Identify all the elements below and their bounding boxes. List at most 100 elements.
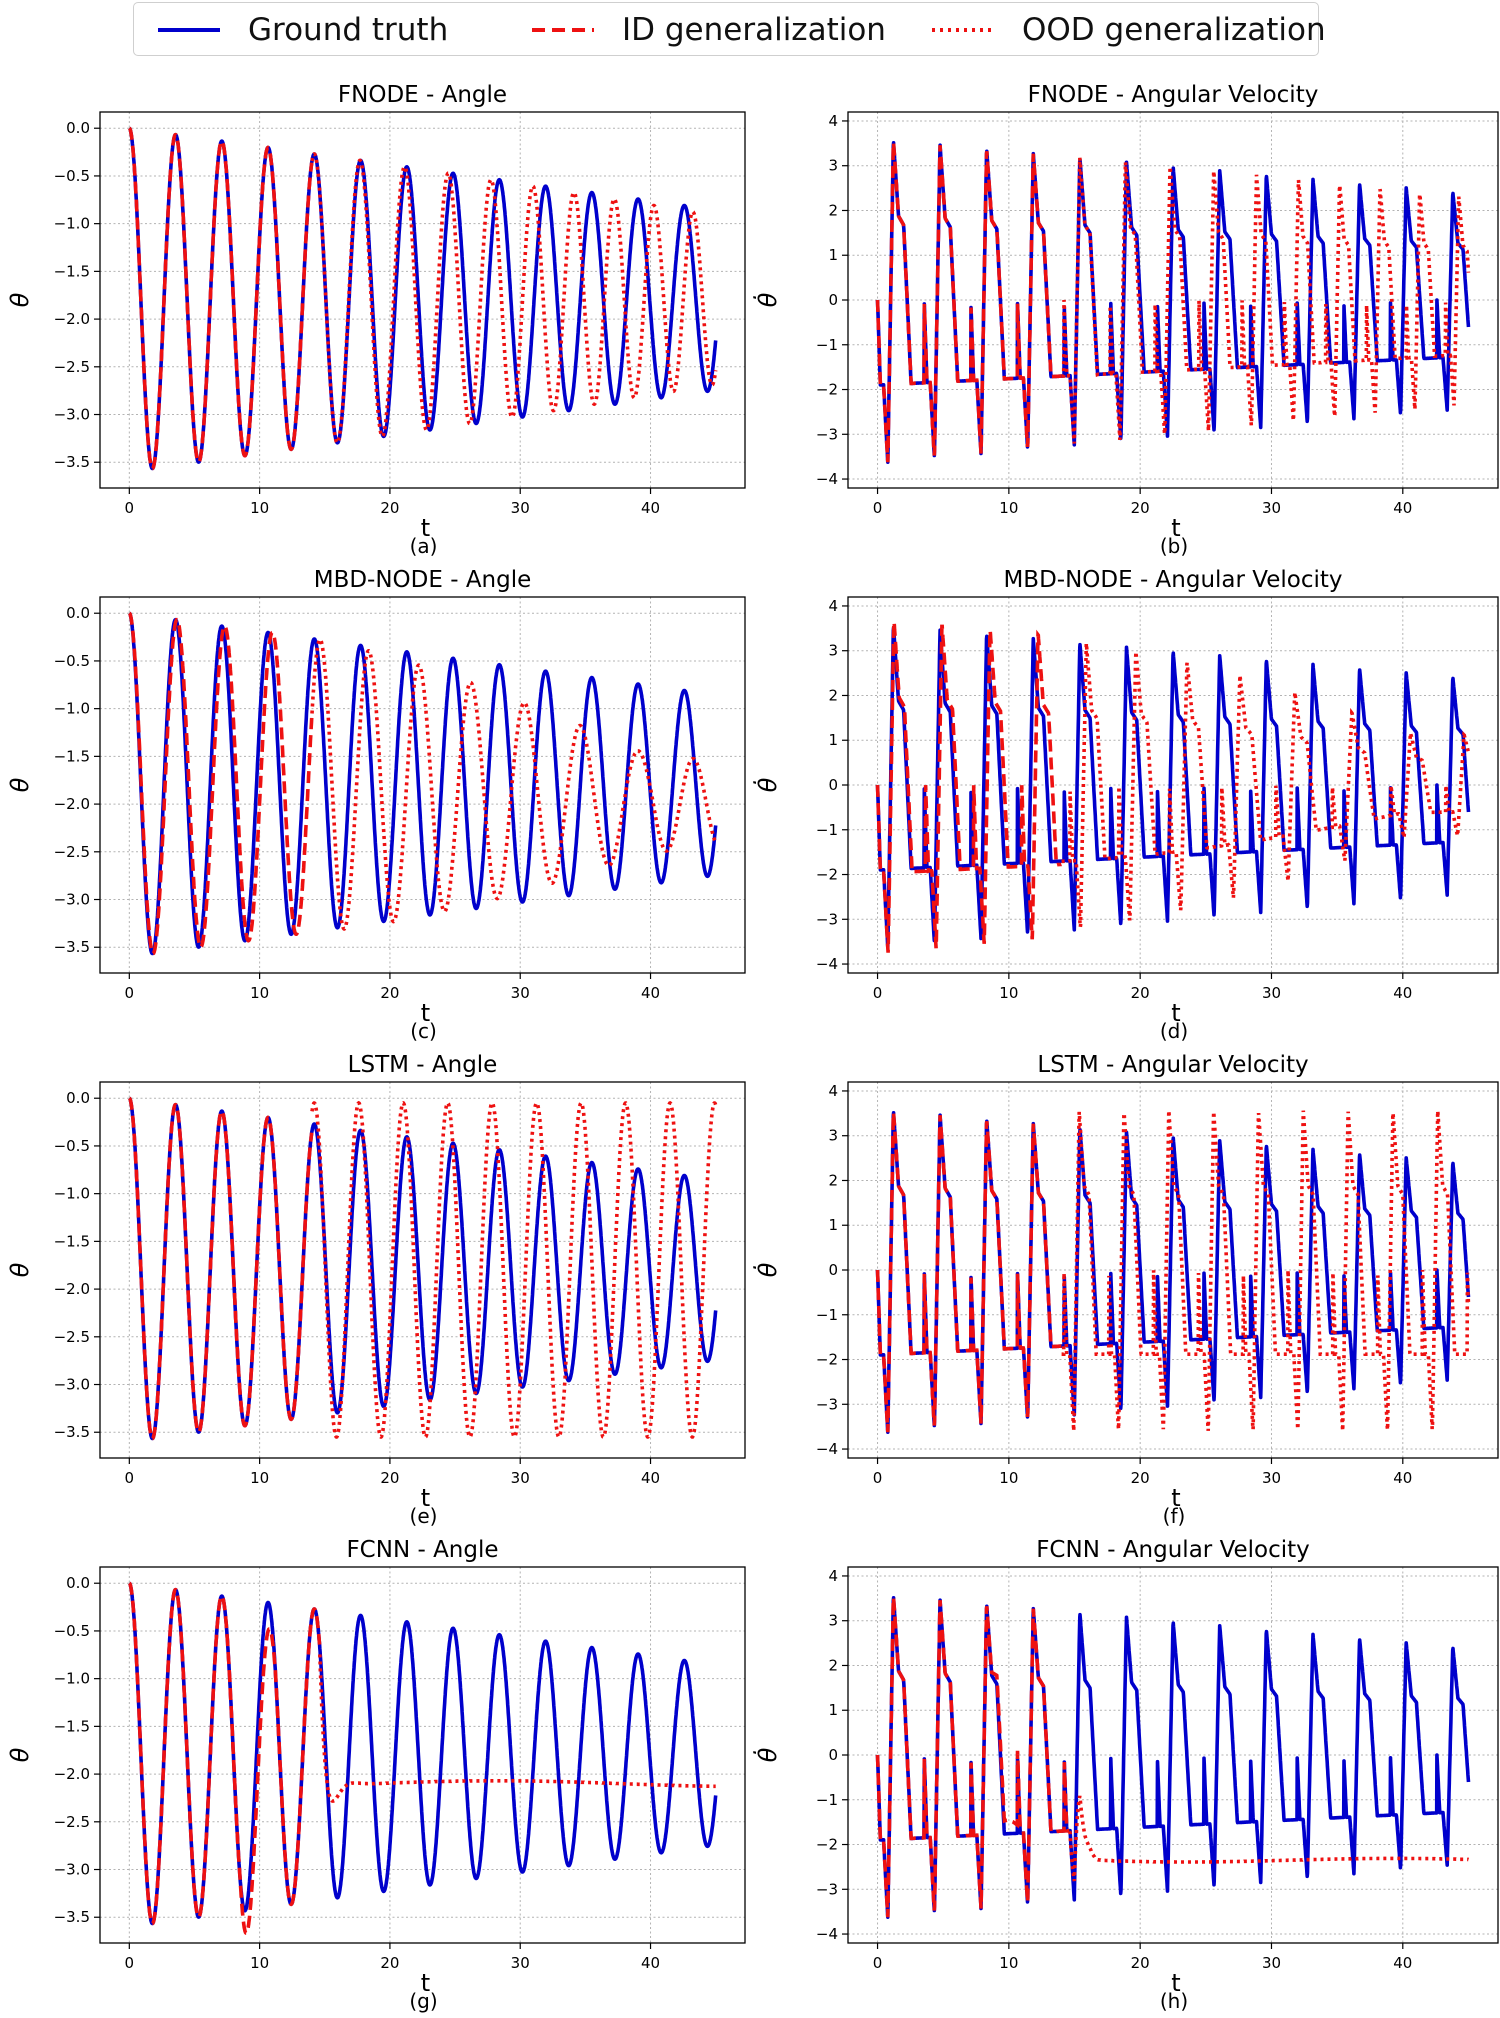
series-line-id-generalization (128, 611, 314, 956)
chart-panel-5: LSTM - Angle 0 10 20 30 40 0.0 −0.5 −1.0 −1.5 −2.0… (6, 1052, 746, 1528)
y-tick-label: 0 (828, 1746, 838, 1764)
legend-item-id-generalization: ID generalization (530, 3, 886, 57)
series-line-ood-generalization (1061, 643, 1471, 928)
chart-title: FNODE - Angular Velocity (1028, 82, 1319, 108)
x-tick-label: 40 (1393, 1469, 1412, 1487)
y-tick-label: −2.5 (54, 843, 90, 861)
y-axis-label: θ (6, 777, 34, 792)
series-line-ood-generalization (310, 637, 718, 931)
x-tick-label: 0 (873, 1954, 883, 1972)
series-line-id-generalization (875, 618, 1062, 953)
legend-item-ood-generalization: OOD generalization (930, 3, 1326, 57)
series-line-ground-truth (875, 1111, 1471, 1434)
series-line-ood-generalization (318, 1654, 716, 1804)
y-tick-label: −3.5 (54, 453, 90, 471)
y-tick-label: −1.0 (54, 700, 90, 718)
plot-frame (99, 111, 746, 489)
y-tick-label: 0 (828, 1261, 838, 1279)
x-tick-label: 10 (250, 1954, 269, 1972)
x-tick-label: 20 (380, 499, 399, 517)
y-tick-label: 4 (828, 1082, 838, 1100)
y-tick-label: 0 (828, 776, 838, 794)
legend-label: ID generalization (622, 12, 886, 48)
y-axis-label: θ̇ (753, 292, 782, 307)
x-tick-label: 20 (380, 1954, 399, 1972)
y-tick-label: 3 (828, 157, 838, 175)
y-tick-label: 2 (828, 1171, 838, 1189)
y-tick-label: −0.5 (54, 652, 90, 670)
series-line-ood-generalization (1061, 1110, 1471, 1431)
y-tick-label: 1 (828, 246, 838, 264)
x-tick-label: 30 (1262, 499, 1281, 517)
y-tick-label: 0.0 (66, 119, 90, 137)
y-tick-label: −3.5 (54, 1908, 90, 1926)
plot-frame (99, 1081, 746, 1459)
y-tick-label: −1.0 (54, 1185, 90, 1203)
y-tick-label: −3.5 (54, 938, 90, 956)
chart-title: LSTM - Angular Velocity (1037, 1052, 1308, 1078)
y-tick-label: −2.5 (54, 1813, 90, 1831)
x-tick-label: 20 (380, 1469, 399, 1487)
x-tick-label: 20 (1131, 499, 1150, 517)
series-line-id-generalization (128, 1581, 322, 1935)
y-tick-label: 4 (828, 597, 838, 615)
x-tick-label: 0 (125, 499, 135, 517)
plot-frame (847, 1566, 1499, 1944)
y-tick-label: −0.5 (54, 1137, 90, 1155)
y-tick-label: −4 (816, 955, 838, 973)
y-tick-label: −3 (816, 1880, 838, 1898)
panel-sublabel: (c) (410, 1019, 437, 1043)
series-line-ground-truth (875, 626, 1471, 949)
plot-frame (847, 1081, 1499, 1459)
y-tick-label: 0.0 (66, 1574, 90, 1592)
x-axis-label: t (1171, 514, 1180, 542)
x-axis-label: t (421, 1484, 430, 1512)
series-line-id-generalization (128, 1096, 314, 1441)
x-tick-label: 10 (999, 984, 1018, 1002)
plot-frame (99, 1566, 746, 1944)
x-tick-label: 40 (641, 984, 660, 1002)
series-line-id-generalization (875, 142, 1062, 463)
x-tick-label: 40 (1393, 984, 1412, 1002)
panel-sublabel: (a) (410, 534, 438, 558)
x-axis-label: t (1171, 999, 1180, 1027)
y-tick-label: −2.0 (54, 1280, 90, 1298)
x-tick-label: 30 (511, 499, 530, 517)
x-tick-label: 0 (125, 984, 135, 1002)
x-tick-label: 40 (641, 1954, 660, 1972)
series-line-id-generalization (875, 1597, 1070, 1918)
plot-frame (99, 596, 746, 974)
y-tick-label: 4 (828, 112, 838, 130)
y-tick-label: 1 (828, 1216, 838, 1234)
y-tick-label: 3 (828, 1127, 838, 1145)
x-tick-label: 0 (873, 1469, 883, 1487)
chart-title: FCNN - Angle (346, 1537, 498, 1563)
y-tick-label: −2 (816, 1836, 838, 1854)
x-tick-label: 20 (380, 984, 399, 1002)
series-line-ood-generalization (1067, 1795, 1470, 1882)
y-tick-label: 2 (828, 1656, 838, 1674)
series-line-ood-generalization (310, 152, 718, 445)
y-tick-label: −1.0 (54, 215, 90, 233)
y-axis-label: θ (6, 1747, 34, 1762)
series-line-ground-truth (127, 611, 718, 956)
y-tick-label: −3 (816, 425, 838, 443)
x-axis-label: t (1171, 1969, 1180, 1997)
panel-sublabel: (e) (410, 1504, 438, 1528)
x-tick-label: 40 (641, 1469, 660, 1487)
chart-title: MBD-NODE - Angular Velocity (1003, 567, 1342, 593)
chart-panel-7: FCNN - Angle 0 10 20 30 40 0.0 −0.5 −1.0 −1.5 −2.0… (6, 1537, 746, 2013)
x-tick-label: 10 (999, 499, 1018, 517)
y-tick-label: −3.0 (54, 1861, 90, 1879)
x-tick-label: 20 (1131, 1469, 1150, 1487)
y-axis-label: θ̇ (753, 777, 782, 792)
y-tick-label: −2 (816, 866, 838, 884)
y-tick-label: −2.5 (54, 358, 90, 376)
x-tick-label: 10 (999, 1469, 1018, 1487)
x-tick-label: 20 (1131, 984, 1150, 1002)
plot-frame (847, 596, 1499, 974)
series-line-id-generalization (128, 126, 314, 471)
x-tick-label: 10 (250, 984, 269, 1002)
chart-title: MBD-NODE - Angle (314, 567, 532, 593)
